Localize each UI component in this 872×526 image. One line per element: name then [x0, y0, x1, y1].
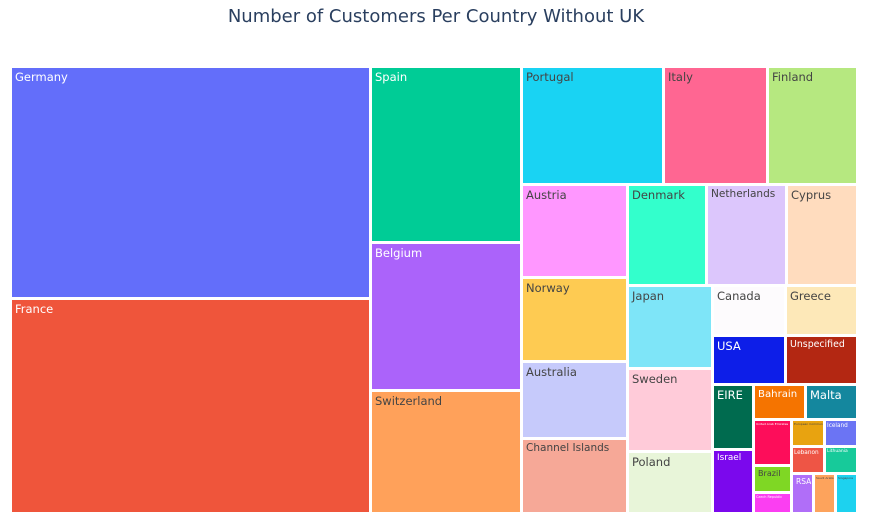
tile-label: Canada	[717, 289, 761, 303]
tile-label: Czech Republic	[756, 495, 783, 499]
treemap-tile[interactable]: United Arab Emirates	[755, 421, 790, 464]
treemap-tile[interactable]: Sweden	[629, 370, 711, 450]
treemap-tile[interactable]: Cyprus	[788, 186, 856, 284]
tile-label: Spain	[375, 70, 408, 84]
treemap-tile[interactable]: Czech Republic	[755, 494, 790, 512]
treemap-tile[interactable]: Channel Islands	[523, 440, 626, 512]
tile-label: Lebanon	[794, 450, 819, 456]
treemap-tile[interactable]: Finland	[769, 68, 856, 183]
treemap-tile[interactable]: Austria	[523, 186, 626, 276]
tile-label: Germany	[15, 70, 68, 84]
treemap-tile[interactable]: Germany	[12, 68, 369, 297]
tile-label: United Arab Emirates	[756, 422, 789, 426]
treemap-tile[interactable]: Lithuania	[826, 448, 856, 472]
tile-label: Italy	[668, 70, 693, 84]
tile-label: Channel Islands	[526, 442, 610, 454]
treemap-tile[interactable]: Malta	[807, 386, 856, 418]
tile-label: Iceland	[827, 423, 848, 429]
tile-label: Denmark	[632, 188, 685, 202]
tile-label: Australia	[526, 365, 577, 379]
tile-label: Unspecified	[790, 339, 845, 350]
treemap-tile[interactable]: Poland	[629, 453, 711, 512]
tile-label: Israel	[717, 453, 742, 463]
treemap-tile[interactable]: Australia	[523, 363, 626, 437]
treemap-tile[interactable]: Spain	[372, 68, 520, 241]
treemap-tile[interactable]: Singapore	[837, 475, 856, 512]
tile-label: EIRE	[717, 388, 743, 402]
treemap-tile[interactable]: Netherlands	[708, 186, 785, 284]
treemap-tile[interactable]: RSA	[793, 475, 812, 512]
chart-title: Number of Customers Per Country Without …	[227, 6, 645, 27]
tile-label: Saudi Arabia	[816, 476, 834, 480]
tile-label: Lithuania	[827, 449, 848, 454]
tile-label: European Community	[794, 422, 823, 426]
tile-label: Belgium	[375, 246, 423, 260]
tile-label: Malta	[810, 388, 842, 402]
treemap-tile[interactable]: Greece	[787, 287, 856, 334]
treemap-tile[interactable]: Japan	[629, 287, 711, 367]
treemap-tile[interactable]: Brazil	[755, 467, 790, 491]
tile-label: Singapore	[838, 476, 854, 480]
tile-label: France	[15, 302, 54, 316]
tile-label: Netherlands	[711, 188, 776, 200]
treemap-tile[interactable]: Canada	[714, 287, 784, 334]
tile-label: Sweden	[632, 372, 678, 386]
tile-label: Japan	[632, 289, 665, 303]
treemap-tile[interactable]: Switzerland	[372, 392, 520, 512]
treemap-tile[interactable]: European Community	[793, 421, 823, 445]
treemap-tile[interactable]: Bahrain	[755, 386, 804, 418]
treemap-tile[interactable]: Italy	[665, 68, 766, 183]
treemap-tile[interactable]: Saudi Arabia	[815, 475, 834, 512]
tile-label: Finland	[772, 70, 814, 84]
tile-label: USA	[717, 339, 741, 353]
treemap-tile[interactable]: Lebanon	[793, 448, 823, 472]
tile-label: Brazil	[758, 469, 781, 478]
treemap-tile[interactable]: Unspecified	[787, 337, 856, 383]
tile-label: Norway	[526, 281, 570, 295]
treemap-tile[interactable]: EIRE	[714, 386, 752, 448]
treemap-tile[interactable]: Norway	[523, 279, 626, 360]
treemap-tile[interactable]: Iceland	[826, 421, 856, 445]
treemap-tile[interactable]: France	[12, 300, 369, 512]
tile-label: Switzerland	[375, 394, 443, 408]
tile-label: Poland	[632, 455, 671, 469]
treemap-tile[interactable]: Portugal	[523, 68, 662, 183]
tile-label: RSA	[796, 477, 812, 486]
tile-label: Bahrain	[758, 389, 798, 400]
tile-label: Greece	[790, 289, 831, 303]
treemap-tile[interactable]: USA	[714, 337, 784, 383]
tile-label: Portugal	[526, 70, 574, 84]
treemap-tile[interactable]: Israel	[714, 451, 752, 512]
treemap-tile[interactable]: Denmark	[629, 186, 705, 284]
tile-label: Austria	[526, 188, 567, 202]
tile-label: Cyprus	[791, 188, 832, 202]
treemap-tile[interactable]: Belgium	[372, 244, 520, 389]
